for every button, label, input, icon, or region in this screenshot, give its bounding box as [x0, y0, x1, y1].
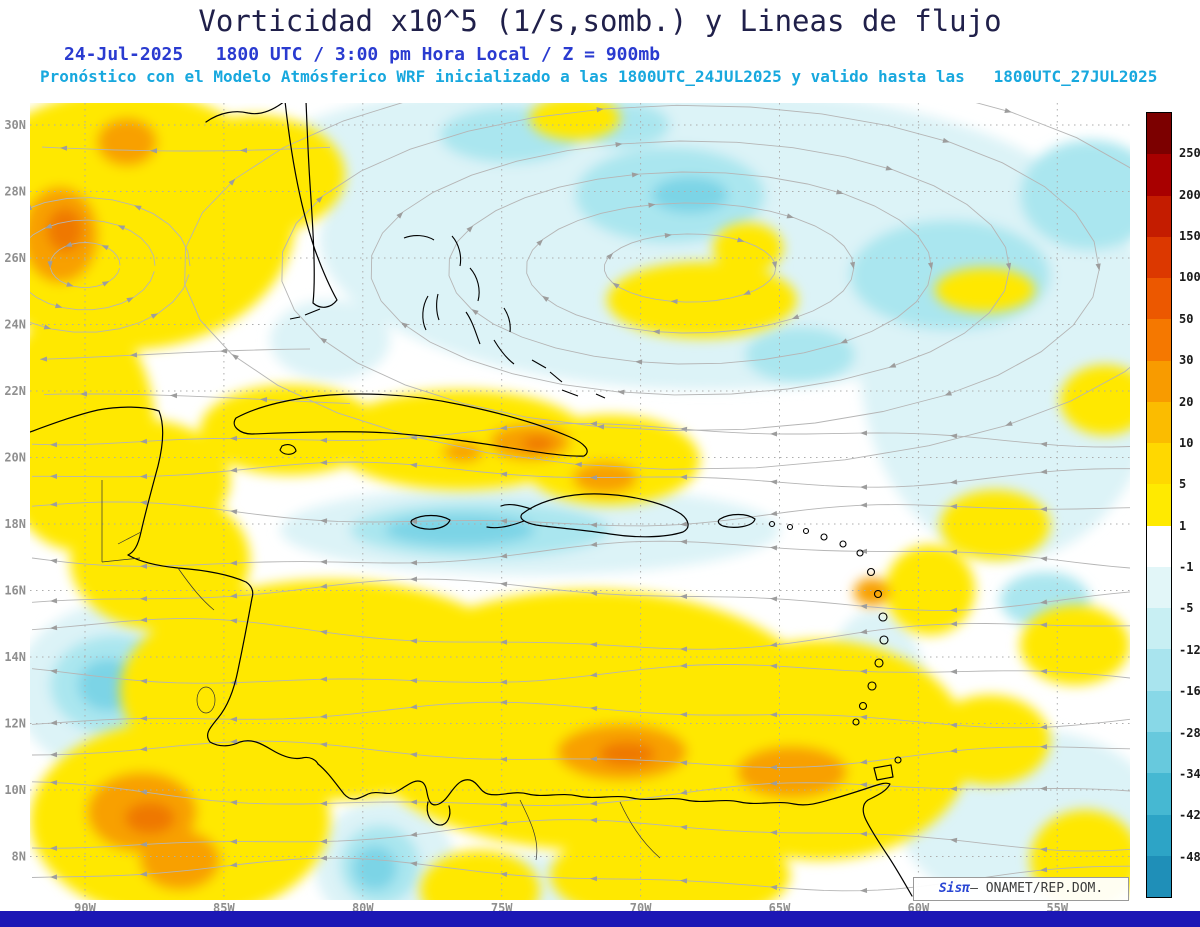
lat-tick-label: 22N [4, 384, 26, 398]
chart-title: Vorticidad x10^5 (1/s,somb.) y Lineas de… [198, 4, 1002, 38]
colorbar-tick-label: 10 [1179, 435, 1194, 450]
colorbar-cell [1147, 855, 1171, 898]
colorbar-cell [1147, 525, 1171, 567]
colorbar-tick-label: 200 [1179, 187, 1200, 202]
chart-datetime-subtitle: 24-Jul-2025 1800 UTC / 3:00 pm Hora Loca… [64, 44, 661, 65]
colorbar-tick-label: 20 [1179, 394, 1194, 409]
colorbar-tick-label: -34 [1179, 766, 1200, 781]
colorbar-tick-label: 100 [1179, 270, 1200, 285]
colorbar-tick-label: -1 [1179, 560, 1194, 575]
colorbar-tick-label: -28 [1179, 725, 1200, 740]
colorbar-tick-label: -12 [1179, 642, 1200, 657]
watermark-credit: – ONAMET/REP.DOM. [970, 881, 1104, 896]
colorbar-tick-label: 150 [1179, 229, 1200, 244]
lat-tick-label: 8N [12, 850, 26, 864]
colorbar-tick-label: 5 [1179, 477, 1187, 492]
colorbar-cell [1147, 608, 1171, 650]
colorbar-tick-label: 250 [1179, 146, 1200, 161]
colorbar-tick-label: 30 [1179, 353, 1194, 368]
colorbar-cell [1147, 731, 1171, 774]
bottom-bar [0, 911, 1200, 927]
lat-tick-label: 24N [4, 318, 26, 332]
lat-tick-label: 20N [4, 451, 26, 465]
forecast-validity-line: Pronóstico con el Modelo Atmósferico WRF… [40, 67, 1158, 86]
colorbar-cell [1147, 113, 1171, 155]
lat-tick-label: 10N [4, 783, 26, 797]
colorbar-tick-label: -42 [1179, 808, 1200, 823]
colorbar-cell [1147, 814, 1171, 856]
colorbar-cell [1147, 773, 1171, 815]
colorbar-cell [1147, 319, 1171, 361]
colorbar-cell [1147, 566, 1171, 609]
colorbar-cell [1147, 278, 1171, 320]
lat-tick-label: 18N [4, 517, 26, 531]
colorbar-cell [1147, 360, 1171, 402]
coastlines-layer [30, 103, 913, 897]
colorbar-cell [1147, 154, 1171, 196]
lesser-antilles-islands [768, 520, 902, 764]
lat-tick-label: 26N [4, 251, 26, 265]
colorbar-cell [1147, 195, 1171, 237]
lat-tick-label: 28N [4, 185, 26, 199]
colorbar-cell [1147, 401, 1171, 444]
watermark-brand: Sisπ [938, 881, 971, 896]
lat-tick-label: 30N [4, 118, 26, 132]
colorbar-tick-label: 1 [1179, 518, 1187, 533]
colorbar-tick-label: -16 [1179, 684, 1200, 699]
lat-tick-label: 12N [4, 717, 26, 731]
watermark: Sisπ– ONAMET/REP.DOM. [913, 877, 1129, 901]
colorbar-tick-label: 50 [1179, 311, 1194, 326]
colorbar-labels: 250 200 150 100 50 30 20 10 5 1 -1 -5 -12 -16 -28 -34 -4… [1177, 112, 1200, 898]
colorbar-tick-label: -5 [1179, 601, 1194, 616]
vorticity-shading-layer [30, 103, 1130, 900]
colorbar-cell [1147, 690, 1171, 732]
colorbar-cell [1147, 649, 1171, 691]
lat-tick-label: 16N [4, 584, 26, 598]
lat-tick-label: 14N [4, 650, 26, 664]
colorbar-cell [1147, 443, 1171, 485]
streamlines-layer [30, 103, 1130, 894]
colorbar-tick-label: -48 [1179, 849, 1200, 864]
colorbar [1146, 112, 1172, 898]
colorbar-cell [1147, 484, 1171, 526]
grid-layer [30, 103, 1130, 900]
colorbar-cell [1147, 236, 1171, 279]
